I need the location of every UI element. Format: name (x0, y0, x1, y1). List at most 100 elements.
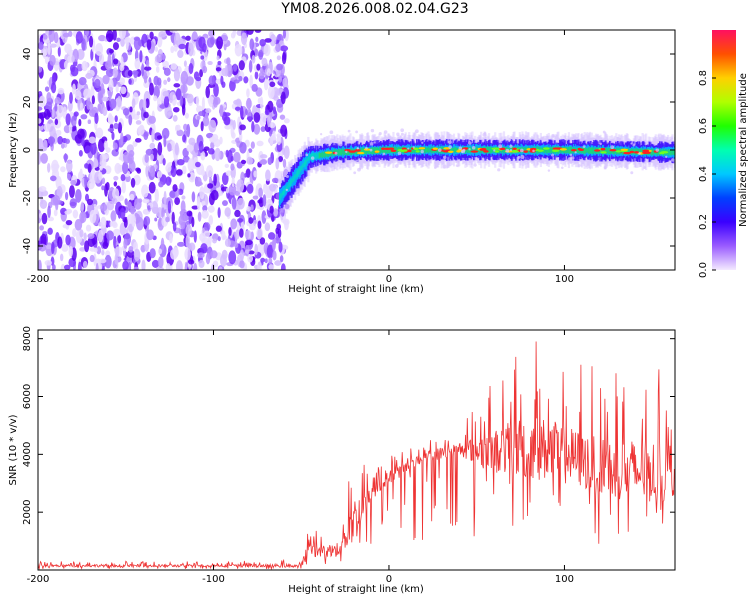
heatmap-cell (200, 121, 204, 132)
heatmap-cell (106, 230, 114, 241)
heatmap-cell (207, 205, 215, 213)
heatmap-cell (120, 132, 124, 146)
heatmap-cell (52, 195, 61, 206)
heatmap-cell (208, 215, 214, 226)
heatmap-cell (182, 155, 190, 163)
heatmap-cell (448, 140, 452, 144)
heatmap-cell (78, 150, 83, 157)
heatmap-cell (188, 63, 194, 75)
heatmap-cell (54, 97, 61, 105)
heatmap-cell (273, 207, 279, 217)
heatmap-cell (89, 209, 97, 224)
heatmap-cell (600, 151, 607, 154)
heatmap-cell (57, 136, 64, 145)
heatmap-cell (38, 185, 47, 192)
heatmap-cell (264, 222, 271, 232)
heatmap-cell (101, 250, 105, 256)
heatmap-cell (412, 146, 415, 149)
heatmap-cell (178, 43, 187, 50)
heatmap-cell (64, 210, 71, 215)
heatmap-cell (87, 236, 96, 248)
heatmap-cell (202, 115, 210, 127)
heatmap-cell (129, 193, 135, 201)
heatmap-cell (269, 205, 274, 214)
heatmap-cell (225, 170, 232, 177)
heatmap-cell (213, 138, 221, 148)
heatmap-cell (113, 175, 119, 181)
heatmap-cell (181, 195, 186, 200)
heatmap-cell (648, 162, 651, 166)
heatmap-cell (259, 237, 266, 245)
heatmap-cell (76, 48, 85, 61)
heatmap-cell (400, 128, 405, 133)
heatmap-cell (46, 91, 52, 103)
heatmap-cell (571, 156, 575, 160)
heatmap-cell (182, 85, 186, 99)
heatmap-cell (269, 122, 276, 129)
heatmap-cell (264, 258, 268, 264)
y-tick-label: 2000 (22, 499, 33, 524)
heatmap-cell (81, 60, 88, 72)
heatmap-cell (200, 55, 205, 60)
heatmap-cell (173, 106, 180, 113)
heatmap-cell (249, 38, 255, 51)
heatmap-cell (577, 147, 582, 151)
heatmap-cell (382, 152, 386, 156)
heatmap-cell (299, 153, 303, 157)
heatmap-cell (639, 140, 643, 143)
colorbar-tick-label: 0.6 (698, 118, 709, 134)
heatmap-cell (383, 130, 388, 134)
heatmap-cell (344, 148, 351, 152)
heatmap-cell (559, 148, 567, 151)
heatmap-cell (249, 74, 253, 89)
heatmap-cell (120, 56, 124, 69)
heatmap-cell (131, 214, 137, 227)
x-tick-label: 0 (386, 274, 392, 285)
heatmap-cell (132, 140, 138, 147)
heatmap-cell (47, 205, 51, 218)
heatmap-cell (259, 38, 266, 47)
y-tick-label: 40 (22, 48, 33, 61)
heatmap-cell (128, 78, 132, 85)
x-tick-label: -100 (202, 574, 225, 585)
heatmap-cell (143, 71, 148, 84)
heatmap-cell (124, 198, 128, 206)
heatmap-cell (272, 106, 277, 115)
heatmap-cell (39, 212, 43, 219)
heatmap-cell (128, 160, 136, 173)
spectrogram-heatmap (38, 30, 675, 270)
heatmap-cell (259, 154, 268, 159)
heatmap-cell (256, 63, 261, 71)
heatmap-cell (67, 30, 73, 37)
heatmap-cell (127, 51, 132, 56)
heatmap-cell (146, 229, 154, 241)
heatmap-cell (47, 42, 51, 56)
heatmap-cell (248, 250, 255, 255)
heatmap-cell (170, 45, 175, 54)
heatmap-cell (167, 142, 172, 152)
heatmap-cell (246, 206, 251, 212)
heatmap-cell (239, 260, 245, 269)
heatmap-cell (267, 232, 276, 240)
heatmap-cell (155, 66, 160, 73)
heatmap-cell (397, 151, 402, 156)
heatmap-cell (231, 132, 236, 139)
heatmap-cell (87, 233, 95, 239)
heatmap-cell (248, 148, 253, 153)
heatmap-cell (172, 221, 177, 232)
heatmap-cell (176, 159, 185, 166)
heatmap-cell (79, 102, 84, 111)
heatmap-cell (133, 36, 141, 42)
heatmap-cell (217, 207, 221, 219)
heatmap-cell (186, 210, 193, 217)
heatmap-cell (204, 112, 209, 119)
heatmap-cell (55, 129, 62, 136)
heatmap-cell (220, 75, 224, 86)
heatmap-cell (271, 177, 279, 183)
heatmap-cell (226, 63, 233, 78)
x-tick-label: -100 (202, 274, 225, 285)
heatmap-cell (276, 135, 282, 146)
heatmap-cell (146, 39, 152, 51)
heatmap-cell (89, 254, 95, 263)
heatmap-cell (51, 159, 59, 174)
